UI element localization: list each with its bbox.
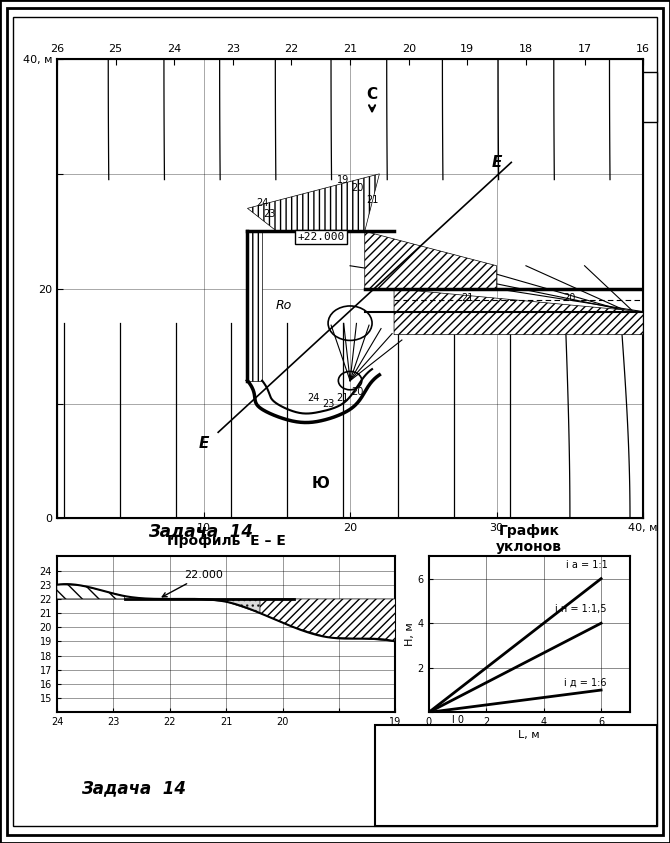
X-axis label: L, м: L, м [519,730,540,740]
Polygon shape [394,288,643,335]
Text: 23: 23 [263,209,275,219]
Polygon shape [247,174,379,231]
Text: Ro: Ro [276,299,292,313]
Text: +22.000: +22.000 [297,232,344,242]
Polygon shape [364,231,496,288]
Text: E: E [198,437,208,451]
Text: l 0: l 0 [452,716,464,726]
Polygon shape [247,231,262,381]
Text: 20: 20 [351,387,364,397]
Text: i д = 1:6: i д = 1:6 [564,678,607,688]
Bar [616,72,657,122]
Text: 20: 20 [351,183,364,193]
Text: Задача  14: Задача 14 [82,779,186,797]
Title: Профиль  Е – Е: Профиль Е – Е [167,534,285,548]
Y-axis label: Н, м: Н, м [405,622,415,647]
Text: Задача  14: Задача 14 [149,522,253,540]
Text: 21: 21 [461,293,474,303]
Text: Ю: Ю [312,476,330,491]
Text: i н = 1:1,5: i н = 1:1,5 [555,604,607,614]
Text: 21: 21 [366,196,379,206]
Text: 20: 20 [563,293,576,303]
Text: 21: 21 [336,393,349,403]
Title: График
уклонов: График уклонов [496,524,562,554]
Text: 19: 19 [336,175,349,185]
Text: 23: 23 [322,399,334,409]
Text: 22.000: 22.000 [162,570,223,597]
Bar [375,725,657,826]
Text: 24: 24 [256,197,268,207]
Text: i a = 1:1: i a = 1:1 [566,560,608,570]
Text: 24: 24 [308,393,320,403]
Text: C: C [366,87,378,111]
Text: E: E [492,155,502,170]
